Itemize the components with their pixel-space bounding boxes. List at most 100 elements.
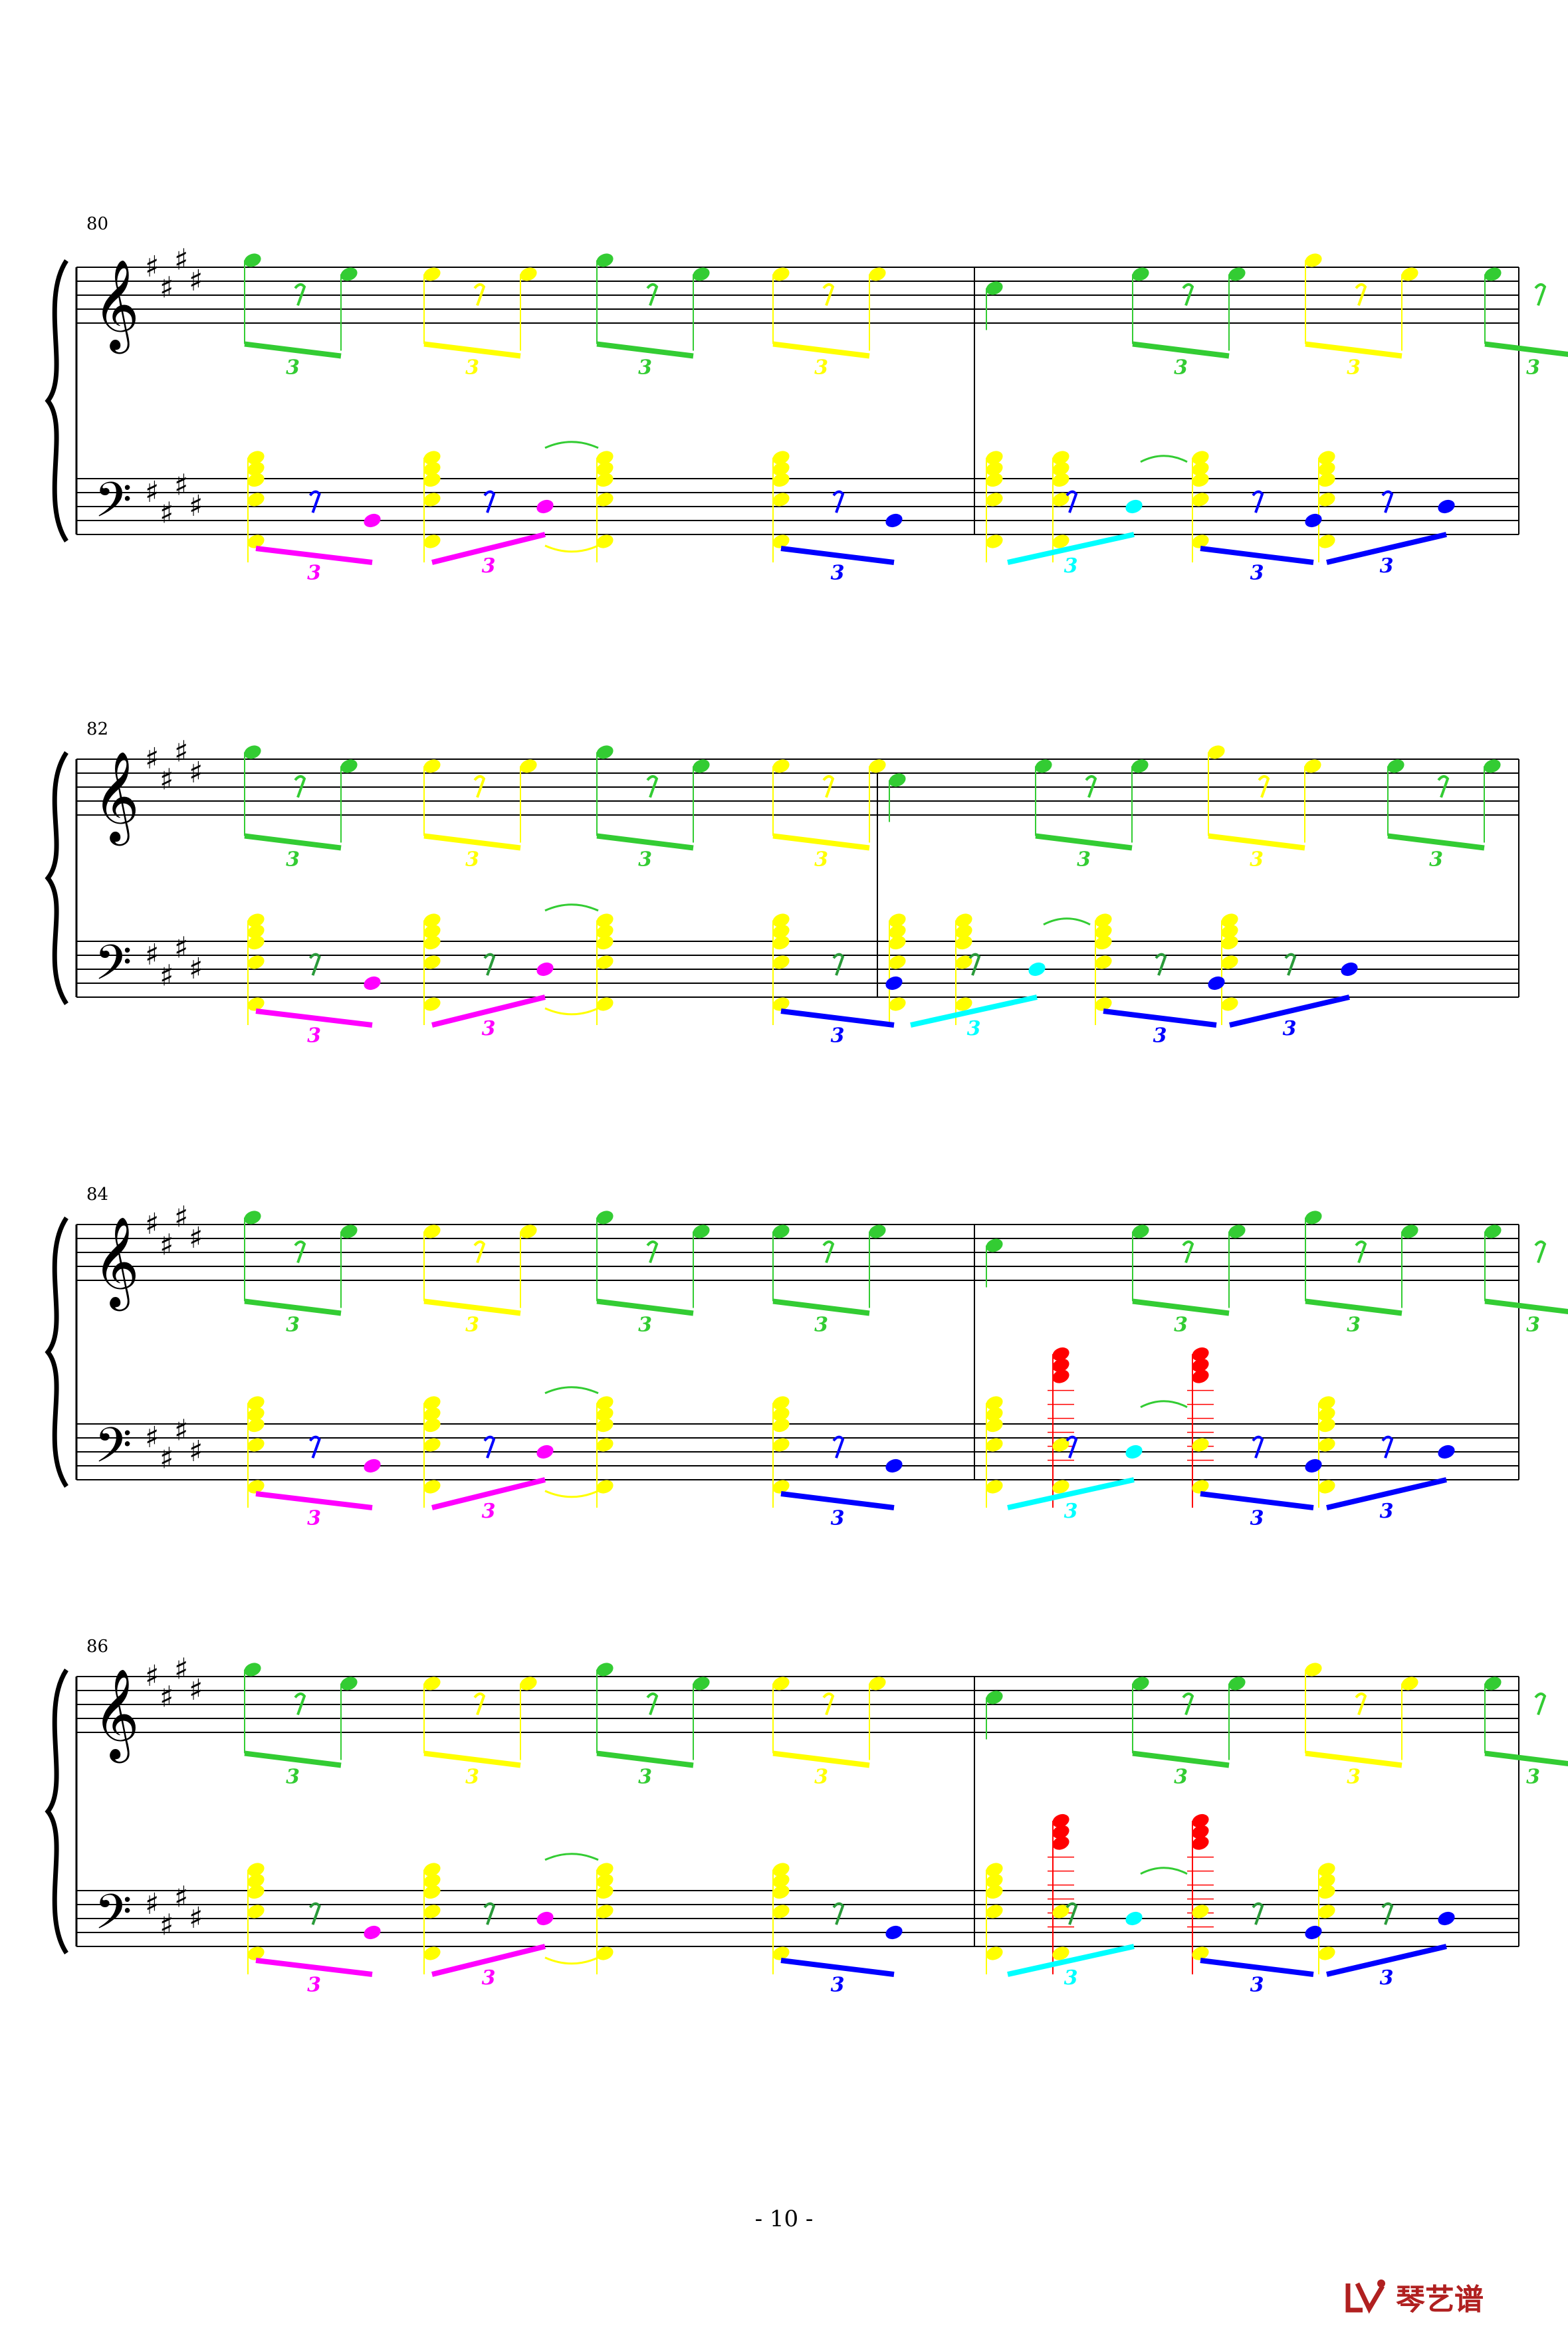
tuplet-number: 3 bbox=[1526, 1766, 1540, 1789]
beam bbox=[423, 1298, 521, 1316]
tie bbox=[1043, 917, 1091, 926]
beam bbox=[431, 532, 546, 565]
sharp-sign: ♯ bbox=[145, 1421, 159, 1455]
eighth-rest bbox=[832, 490, 845, 513]
beam bbox=[1007, 1944, 1135, 1977]
bass-notehead bbox=[1305, 1458, 1322, 1473]
eighth-rest bbox=[308, 953, 321, 976]
measure-number-system-2: 82 bbox=[86, 719, 109, 739]
sharp-sign: ♯ bbox=[160, 763, 173, 797]
beam bbox=[780, 1958, 895, 1977]
eighth-rest bbox=[646, 775, 659, 798]
chord-notehead bbox=[1095, 936, 1112, 950]
chord-notehead bbox=[1052, 1358, 1069, 1372]
chord-notehead bbox=[1318, 473, 1335, 487]
chord-notehead bbox=[247, 936, 265, 950]
chord-notehead bbox=[1318, 462, 1335, 476]
bass-notehead bbox=[596, 1438, 614, 1452]
chord-notehead bbox=[772, 936, 790, 950]
grand-staff-brace bbox=[45, 259, 68, 542]
tuplet-number: 3 bbox=[307, 562, 321, 585]
eighth-rest bbox=[832, 1435, 845, 1458]
chord-notehead bbox=[1318, 1419, 1335, 1433]
chord-notehead bbox=[247, 913, 265, 927]
bass-notehead bbox=[423, 997, 441, 1011]
chord-notehead bbox=[596, 1407, 614, 1421]
tie bbox=[544, 1386, 599, 1395]
chord-notehead bbox=[1221, 913, 1238, 927]
chord-notehead bbox=[1221, 936, 1238, 950]
bass-notehead bbox=[986, 1480, 1003, 1494]
melody-notehead bbox=[340, 1224, 358, 1238]
chord-notehead bbox=[596, 1396, 614, 1410]
bass-notehead bbox=[889, 997, 906, 1011]
melody-notehead bbox=[1484, 267, 1502, 281]
melody-notehead bbox=[520, 1224, 537, 1238]
beam bbox=[1208, 833, 1305, 851]
tuplet-number: 3 bbox=[286, 848, 300, 872]
chord-notehead bbox=[955, 913, 972, 927]
chord-notehead bbox=[1052, 1813, 1069, 1828]
chord-notehead bbox=[772, 1874, 790, 1888]
eighth-rest bbox=[473, 283, 486, 306]
tuplet-number: 3 bbox=[465, 356, 479, 380]
treble-clef: 𝄞 bbox=[93, 1667, 140, 1763]
page-number: - 10 - bbox=[754, 2206, 814, 2232]
bass-notehead bbox=[1438, 1911, 1455, 1926]
bass-notehead bbox=[1318, 534, 1335, 548]
bass-notehead bbox=[772, 1438, 790, 1452]
chord-notehead bbox=[986, 1863, 1003, 1877]
eighth-rest bbox=[1252, 1902, 1264, 1925]
chord-notehead bbox=[772, 1885, 790, 1899]
melody-notehead bbox=[693, 1224, 710, 1238]
chord-notehead bbox=[247, 1407, 265, 1421]
beam bbox=[431, 1477, 546, 1510]
bass-notehead bbox=[423, 493, 441, 507]
sharp-sign: ♯ bbox=[160, 1442, 173, 1476]
chord-notehead bbox=[423, 451, 441, 465]
beam bbox=[1007, 1477, 1135, 1510]
bass-notehead bbox=[596, 955, 614, 969]
sharp-sign: ♯ bbox=[160, 959, 173, 993]
bass-notehead bbox=[423, 534, 441, 548]
melody-notehead bbox=[1228, 1224, 1246, 1238]
eighth-rest bbox=[294, 775, 306, 798]
tuplet-number: 3 bbox=[465, 848, 479, 872]
chord-notehead bbox=[423, 1407, 441, 1421]
tuplet-number: 3 bbox=[307, 1024, 321, 1048]
melody-notehead bbox=[1132, 1677, 1149, 1691]
chord-notehead bbox=[986, 1419, 1003, 1433]
bass-notehead bbox=[885, 513, 903, 528]
beam bbox=[255, 1491, 373, 1510]
melody-notehead bbox=[1305, 253, 1322, 267]
chord-notehead bbox=[1192, 451, 1209, 465]
sharp-sign: ♯ bbox=[145, 475, 159, 509]
beam bbox=[1132, 341, 1230, 359]
bass-notehead bbox=[986, 1438, 1003, 1452]
chord-notehead bbox=[986, 462, 1003, 476]
melody-notehead bbox=[340, 759, 358, 773]
chord-notehead bbox=[1192, 1347, 1209, 1361]
bass-notehead bbox=[247, 997, 265, 1011]
site-logo: 琴艺谱 bbox=[1343, 2274, 1542, 2320]
bass-notehead bbox=[364, 1458, 381, 1473]
chord-notehead bbox=[423, 473, 441, 487]
bass-notehead bbox=[247, 534, 265, 548]
tuplet-number: 3 bbox=[482, 554, 496, 578]
chord-notehead bbox=[1052, 473, 1069, 487]
eighth-rest bbox=[473, 1692, 486, 1716]
sharp-sign: ♯ bbox=[174, 1653, 188, 1687]
beam bbox=[431, 994, 546, 1028]
bass-notehead bbox=[1305, 1925, 1322, 1940]
eighth-rest bbox=[1258, 775, 1270, 798]
chord-notehead bbox=[986, 451, 1003, 465]
bass-notehead bbox=[596, 493, 614, 507]
bass-notehead bbox=[536, 1445, 554, 1459]
tuplet-number: 3 bbox=[1250, 562, 1264, 585]
eighth-rest bbox=[1182, 1240, 1194, 1264]
bass-notehead bbox=[247, 1946, 265, 1960]
tuplet-number: 3 bbox=[1380, 1500, 1394, 1523]
logo-text: 琴艺谱 bbox=[1396, 2283, 1484, 2317]
tie bbox=[544, 1853, 599, 1861]
beam bbox=[1484, 1298, 1568, 1315]
